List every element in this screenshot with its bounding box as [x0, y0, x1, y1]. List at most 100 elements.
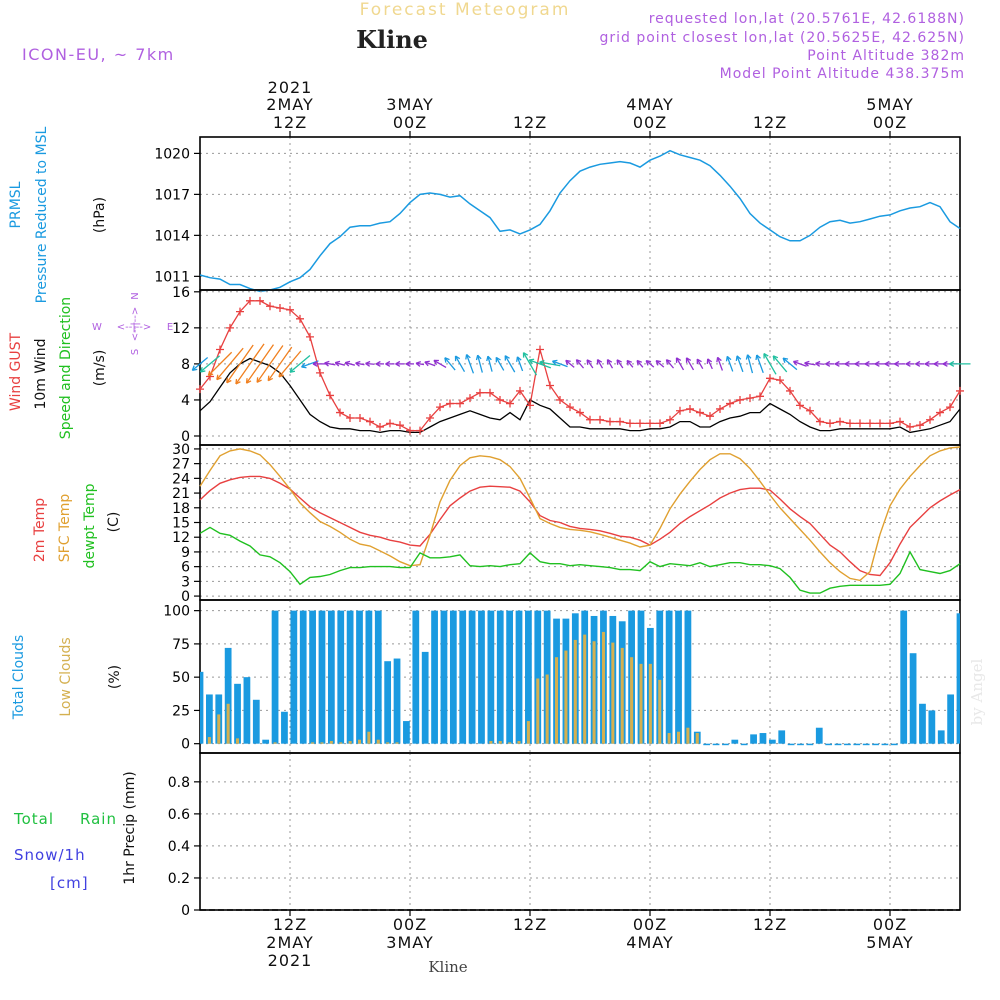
low-cloud-bar: [536, 678, 540, 744]
total-cloud-bar: [290, 610, 298, 744]
low-cloud-bar: [667, 733, 671, 744]
wind-arrowhead: [792, 360, 799, 366]
wind-arrowhead: [267, 375, 274, 382]
total-cloud-bar: [449, 610, 457, 744]
bottom-tick-label: 4MAY: [626, 933, 673, 952]
station-title: Kline: [356, 25, 428, 54]
wind-arrowhead: [905, 360, 911, 367]
pressure-line: [199, 149, 961, 293]
wind-arrow: [746, 354, 754, 374]
gust-marker: [586, 415, 594, 424]
temp2m-line: [199, 475, 961, 577]
wind-arrowhead: [344, 360, 351, 367]
y-tick-label: 0.2: [168, 871, 190, 887]
wind-arrow: [424, 361, 436, 367]
wind-arrowhead: [504, 355, 510, 361]
low-cloud-bar: [620, 647, 624, 744]
precip-rain: Rain: [80, 810, 117, 828]
total-cloud-bar: [731, 739, 739, 744]
wind-arrow: [235, 343, 265, 385]
gust-marker: [746, 394, 754, 403]
wind-arrowhead: [763, 352, 769, 359]
gust-marker: [226, 323, 234, 332]
wind-arrow: [685, 357, 695, 371]
y-tick-label: 12: [172, 530, 190, 546]
wind-label-2: 10m Wind: [33, 338, 49, 409]
wind-arrowhead: [606, 359, 613, 365]
low-cloud-bar: [207, 737, 211, 744]
gust-marker: [536, 345, 544, 354]
wind-arrowhead: [405, 360, 411, 367]
y-tick-label: 50: [172, 670, 190, 686]
top-tick-label: 4MAY: [626, 95, 673, 114]
low-cloud-bar: [526, 721, 530, 744]
top-tick-label: 00Z: [633, 113, 667, 132]
low-cloud-bar: [357, 739, 362, 744]
low-cloud-bar: [376, 739, 380, 744]
total-cloud-bar: [881, 743, 889, 746]
wind-arrowhead: [745, 354, 752, 360]
y-tick-label: 8: [181, 357, 190, 373]
gust-marker: [216, 345, 224, 354]
wind-arrow: [645, 360, 655, 368]
low-cloud-bar: [583, 634, 587, 744]
wind-arrow: [565, 359, 575, 368]
low-cloud-bar: [573, 639, 577, 744]
low-cloud-bar: [273, 742, 277, 744]
wind-arrow: [216, 347, 244, 381]
pressure-label-1: PRMSL: [8, 181, 24, 228]
bottom-tick-label: 5MAY: [866, 933, 913, 952]
gust-marker: [476, 388, 484, 397]
wind-arrowhead: [716, 356, 722, 363]
low-cloud-bar: [339, 742, 343, 744]
top-tick-label: 5MAY: [866, 95, 913, 114]
bottom-tick-label: 00Z: [393, 915, 427, 934]
wind-arrowhead: [199, 367, 206, 373]
wind-arrow: [804, 362, 816, 366]
total-cloud-bar: [440, 610, 448, 744]
gust-marker: [566, 403, 574, 412]
low-cloud-bar: [386, 742, 390, 744]
top-tick-label: 2MAY: [266, 95, 313, 114]
total-cloud-bar: [281, 711, 288, 744]
wind-arrow: [763, 353, 777, 375]
low-cloud-bar: [311, 742, 315, 744]
wind-arrowhead: [191, 365, 198, 371]
top-tick-label: 3MAY: [386, 95, 433, 114]
wind-arrowhead: [884, 360, 890, 367]
y-tick-label: 21: [172, 486, 190, 502]
gust-marker: [716, 404, 724, 413]
cloud-label-1: Total Clouds: [11, 635, 27, 720]
total-cloud-bar: [928, 710, 936, 744]
wind-arrowhead: [675, 357, 682, 363]
wind-arrowhead: [528, 358, 535, 365]
total-cloud-bar: [778, 730, 786, 744]
total-cloud-bar: [722, 743, 729, 746]
wind-arrow: [696, 358, 704, 369]
gust-marker: [576, 408, 584, 417]
y-tick-label: 9: [181, 545, 190, 561]
gust-marker: [776, 376, 784, 385]
cloud-label-2: Low Clouds: [58, 637, 74, 716]
total-cloud-bar: [224, 647, 232, 744]
wind-arrowhead: [454, 355, 461, 362]
wind-arrow: [726, 356, 734, 372]
wind-arrowhead: [444, 357, 450, 363]
y-tick-label: 4: [181, 393, 190, 409]
y-tick-label: 0.4: [168, 839, 190, 855]
total-cloud-bar: [393, 658, 401, 744]
total-cloud-bar: [740, 743, 748, 746]
total-cloud-bar: [487, 610, 495, 744]
gust-marker: [686, 404, 694, 413]
low-cloud-bar: [395, 742, 399, 744]
low-cloud-bar: [555, 657, 559, 744]
precip-cm: [cm]: [50, 874, 89, 892]
y-tick-label: 0: [181, 429, 190, 445]
wind-arrow: [226, 344, 254, 384]
temp-unit: (C): [106, 512, 122, 533]
gust-marker: [296, 314, 304, 323]
low-cloud-bar: [489, 741, 493, 744]
wind-arrow: [675, 357, 685, 371]
